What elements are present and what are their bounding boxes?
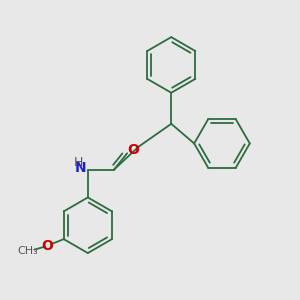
Text: N: N [75,161,86,175]
Text: H: H [73,156,83,169]
Text: O: O [127,143,139,157]
Text: CH₃: CH₃ [17,246,38,256]
Text: O: O [41,239,53,253]
